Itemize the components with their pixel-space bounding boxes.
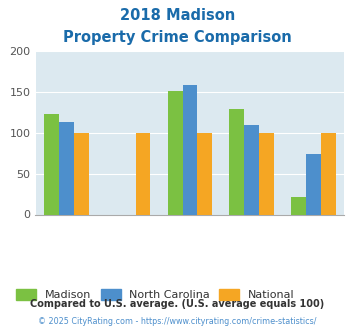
Bar — [259, 133, 274, 214]
Text: © 2025 CityRating.com - https://www.cityrating.com/crime-statistics/: © 2025 CityRating.com - https://www.city… — [38, 317, 317, 326]
Bar — [136, 133, 151, 214]
Bar — [321, 133, 336, 214]
Bar — [197, 133, 212, 214]
Bar — [182, 84, 197, 214]
Bar — [244, 125, 259, 214]
Bar — [168, 91, 182, 214]
Text: Compared to U.S. average. (U.S. average equals 100): Compared to U.S. average. (U.S. average … — [31, 299, 324, 309]
Bar — [74, 133, 89, 214]
Bar — [306, 154, 321, 214]
Bar — [44, 114, 59, 214]
Bar — [291, 197, 306, 215]
Text: 2018 Madison: 2018 Madison — [120, 8, 235, 23]
Legend: Madison, North Carolina, National: Madison, North Carolina, National — [16, 289, 295, 300]
Bar — [229, 109, 244, 214]
Text: Property Crime Comparison: Property Crime Comparison — [63, 30, 292, 45]
Bar — [59, 122, 74, 214]
